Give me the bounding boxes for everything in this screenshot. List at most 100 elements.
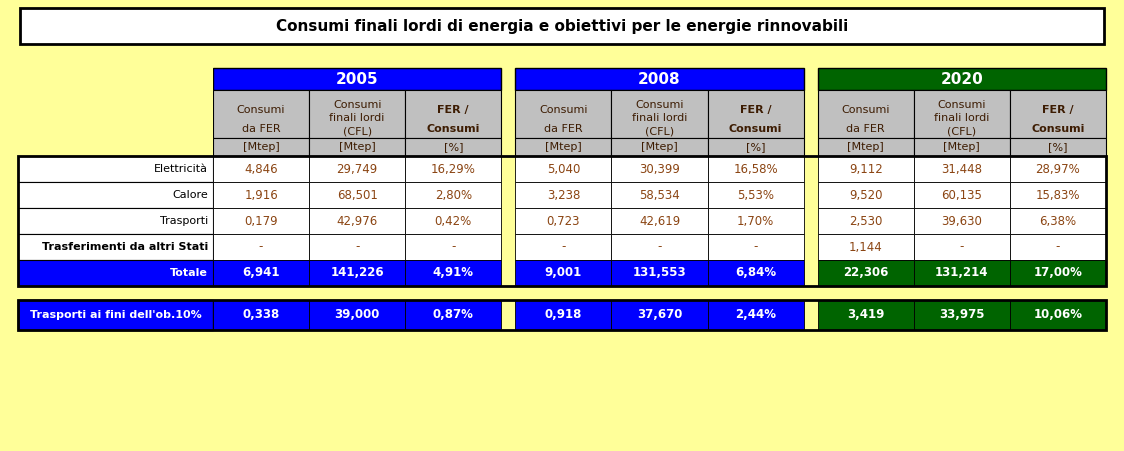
Text: 131,553: 131,553 [633, 267, 687, 280]
Text: -: - [658, 240, 662, 253]
Text: 6,941: 6,941 [243, 267, 280, 280]
Bar [611, 156, 707, 182]
Text: 68,501: 68,501 [337, 189, 378, 202]
Text: Consumi: Consumi [333, 100, 381, 110]
Text: -: - [753, 240, 758, 253]
Bar [817, 138, 914, 156]
Bar [309, 182, 406, 208]
Text: -: - [259, 240, 263, 253]
Bar [611, 138, 707, 156]
Bar [914, 90, 1009, 138]
Text: 58,534: 58,534 [640, 189, 680, 202]
Text: 5,53%: 5,53% [737, 189, 774, 202]
Bar [817, 182, 914, 208]
Bar [1009, 300, 1106, 330]
Text: 37,670: 37,670 [637, 308, 682, 322]
Bar [707, 260, 804, 286]
Text: Consumi: Consumi [237, 105, 285, 115]
Text: -: - [355, 240, 360, 253]
Text: Trasferimenti da altri Stati: Trasferimenti da altri Stati [42, 242, 208, 252]
Text: 1,916: 1,916 [244, 189, 278, 202]
Bar [914, 156, 1009, 182]
Bar [515, 260, 611, 286]
Bar [309, 260, 406, 286]
Text: Consumi: Consumi [937, 100, 986, 110]
Bar [817, 208, 914, 234]
Text: Trasporti: Trasporti [160, 216, 208, 226]
Bar [817, 90, 914, 138]
Bar [18, 300, 1106, 330]
Bar [1009, 234, 1106, 260]
Bar [20, 8, 1104, 44]
Bar [18, 156, 214, 182]
Text: 0,338: 0,338 [243, 308, 280, 322]
Text: 22,306: 22,306 [843, 267, 888, 280]
Text: 6,38%: 6,38% [1040, 215, 1077, 227]
Text: 2008: 2008 [638, 72, 681, 87]
Text: 16,29%: 16,29% [430, 162, 475, 175]
Bar [214, 300, 309, 330]
Text: -: - [1055, 240, 1060, 253]
Bar [817, 260, 914, 286]
Text: 29,749: 29,749 [336, 162, 378, 175]
Bar [707, 138, 804, 156]
Text: 1,70%: 1,70% [737, 215, 774, 227]
Bar [914, 300, 1009, 330]
Bar [817, 300, 914, 330]
Bar [611, 300, 707, 330]
Text: 60,135: 60,135 [942, 189, 982, 202]
Text: 0,42%: 0,42% [435, 215, 472, 227]
Bar [18, 208, 214, 234]
Text: Consumi: Consumi [635, 100, 683, 110]
Bar [406, 182, 501, 208]
Text: 33,975: 33,975 [939, 308, 985, 322]
Text: 15,83%: 15,83% [1035, 189, 1080, 202]
Text: Consumi: Consumi [540, 105, 588, 115]
Text: 42,976: 42,976 [336, 215, 378, 227]
Bar [914, 260, 1009, 286]
Bar [515, 300, 611, 330]
Bar [18, 300, 214, 330]
Bar [914, 234, 1009, 260]
Bar [309, 156, 406, 182]
Bar [309, 208, 406, 234]
Text: FER /: FER / [437, 105, 469, 115]
Bar [817, 234, 914, 260]
Text: 3,419: 3,419 [847, 308, 885, 322]
Text: (CFL): (CFL) [343, 126, 372, 136]
Bar [18, 182, 214, 208]
Bar [309, 300, 406, 330]
Bar [611, 208, 707, 234]
Bar [214, 260, 309, 286]
Text: 10,06%: 10,06% [1033, 308, 1082, 322]
Bar [406, 260, 501, 286]
Bar [214, 234, 309, 260]
Bar [214, 68, 501, 90]
Text: [Mtep]: [Mtep] [545, 142, 582, 152]
Text: 3,238: 3,238 [546, 189, 580, 202]
Text: 4,91%: 4,91% [433, 267, 474, 280]
Text: da FER: da FER [846, 124, 885, 134]
Bar [914, 182, 1009, 208]
Text: Consumi: Consumi [729, 124, 782, 134]
Text: 2,80%: 2,80% [435, 189, 472, 202]
Text: 0,918: 0,918 [545, 308, 582, 322]
Text: finali lordi: finali lordi [934, 113, 989, 123]
Bar [309, 138, 406, 156]
Text: 0,87%: 0,87% [433, 308, 473, 322]
Text: 31,448: 31,448 [941, 162, 982, 175]
Text: FER /: FER / [1042, 105, 1073, 115]
Bar [515, 234, 611, 260]
Text: (CFL): (CFL) [645, 126, 674, 136]
Bar [18, 234, 214, 260]
Bar [406, 234, 501, 260]
Bar [406, 300, 501, 330]
Text: 16,58%: 16,58% [733, 162, 778, 175]
Text: [Mtep]: [Mtep] [641, 142, 678, 152]
Bar [1009, 90, 1106, 138]
Bar [515, 208, 611, 234]
Text: [%]: [%] [746, 142, 765, 152]
Text: Elettricità: Elettricità [154, 164, 208, 174]
Bar [707, 234, 804, 260]
Text: Consumi finali lordi di energia e obiettivi per le energie rinnovabili: Consumi finali lordi di energia e obiett… [275, 18, 849, 33]
